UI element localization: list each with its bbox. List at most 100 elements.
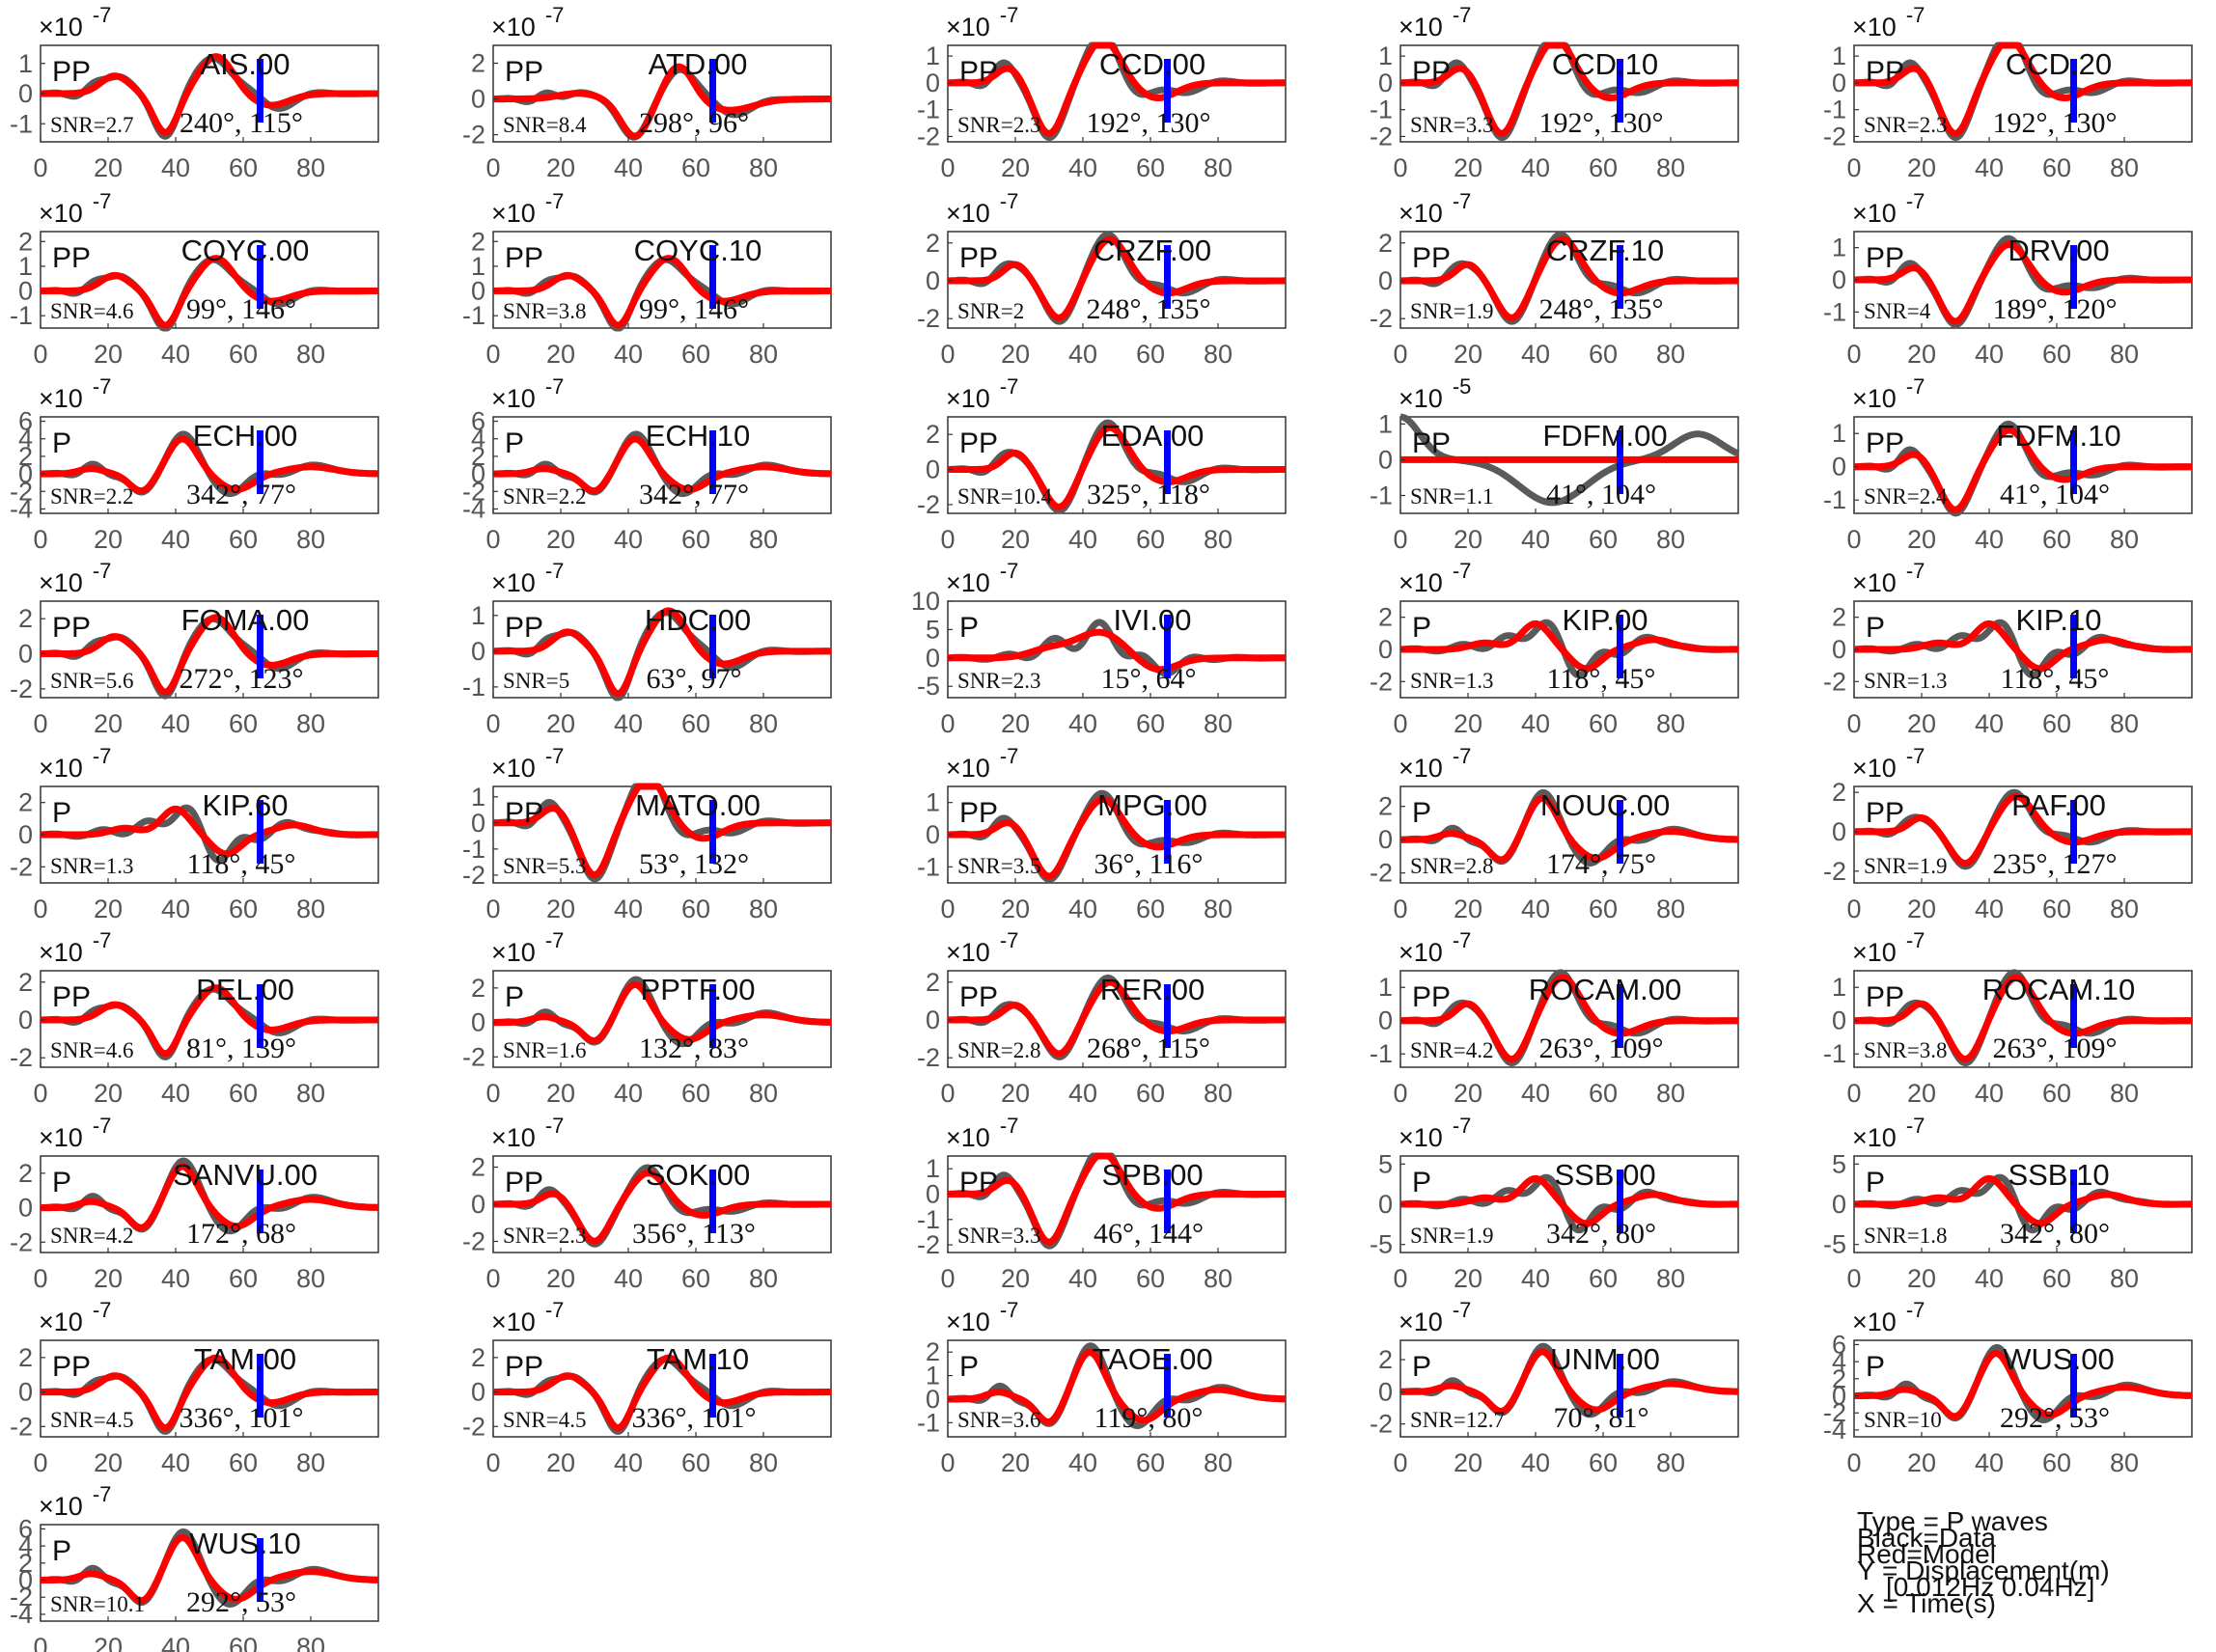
model-trace bbox=[39, 1163, 380, 1231]
x-tick-label: 0 bbox=[485, 1079, 500, 1108]
model-trace bbox=[1399, 974, 1740, 1063]
x-tick-label: 20 bbox=[1001, 709, 1030, 738]
x-tick-label: 0 bbox=[485, 525, 500, 554]
x-tick-label: 0 bbox=[940, 895, 955, 923]
x-tick-label: 20 bbox=[94, 340, 123, 369]
x-tick-label: 40 bbox=[1068, 340, 1097, 369]
x-tick-label: 0 bbox=[33, 1079, 47, 1108]
x-tick-label: 80 bbox=[1204, 895, 1233, 923]
x-tick-label: 20 bbox=[546, 895, 575, 923]
x-tick-label: 20 bbox=[1001, 895, 1030, 923]
phase-label: P bbox=[959, 1351, 979, 1383]
model-trace bbox=[491, 1170, 833, 1245]
y-tick-label: 2 bbox=[471, 974, 485, 1003]
x-tick-label: 60 bbox=[229, 1079, 258, 1108]
y-tick-label: 0 bbox=[471, 277, 485, 306]
x-tick-label: 0 bbox=[1846, 525, 1861, 554]
y-tick-label: 0 bbox=[471, 85, 485, 114]
azimuth-takeoff-label: 41°, 104° bbox=[2000, 479, 2110, 510]
x-tick-label: 80 bbox=[749, 1448, 778, 1477]
y-tick-label: -1 bbox=[462, 301, 485, 330]
y-exponent-label: ×10 -7 bbox=[491, 374, 564, 413]
snr-label: SNR=4.5 bbox=[503, 1408, 586, 1432]
x-tick-label: 20 bbox=[546, 153, 575, 182]
x-tick-label: 80 bbox=[1204, 1448, 1233, 1477]
phase-label: PP bbox=[505, 56, 543, 88]
y-tick-label: 0 bbox=[1832, 69, 1846, 97]
y-tick-label: 0 bbox=[1832, 1382, 1846, 1411]
phase-label: P bbox=[959, 612, 979, 644]
x-tick-label: 80 bbox=[296, 895, 325, 923]
station-label: UNM.00 bbox=[1550, 1342, 1660, 1376]
y-tick-label: 4 bbox=[18, 1531, 33, 1560]
y-tick-label: -2 bbox=[462, 1412, 485, 1441]
phase-label: PP bbox=[1412, 427, 1451, 459]
snr-label: SNR=2.3 bbox=[503, 1224, 586, 1248]
phase-label: PP bbox=[1866, 427, 1904, 459]
x-tick-label: 60 bbox=[681, 895, 710, 923]
phase-label: PP bbox=[505, 797, 543, 829]
y-tick-label: 2 bbox=[926, 229, 940, 258]
snr-label: SNR=2.4 bbox=[1864, 484, 1948, 509]
snr-label: SNR=3.8 bbox=[1864, 1038, 1947, 1062]
y-exponent-label: ×10 -7 bbox=[1852, 928, 1925, 967]
x-tick-label: 60 bbox=[2042, 709, 2071, 738]
snr-label: SNR=3.6 bbox=[957, 1408, 1040, 1432]
azimuth-takeoff-label: 268°, 115° bbox=[1087, 1032, 1210, 1064]
station-label: SANVU.00 bbox=[173, 1158, 318, 1192]
station-label: KIP.60 bbox=[202, 788, 288, 822]
y-exponent-label: ×10 -7 bbox=[39, 744, 111, 783]
y-tick-label: 2 bbox=[1378, 229, 1393, 258]
y-tick-label: -1 bbox=[462, 835, 485, 864]
phase-label: P bbox=[1412, 1167, 1431, 1198]
x-tick-label: 20 bbox=[1001, 1448, 1030, 1477]
azimuth-takeoff-label: 298°, 96° bbox=[639, 107, 749, 139]
snr-label: SNR=8.4 bbox=[503, 113, 587, 137]
y-tick-label: 1 bbox=[1378, 973, 1393, 1002]
station-label: ECH.10 bbox=[646, 419, 751, 453]
x-tick-label: 20 bbox=[1454, 709, 1482, 738]
x-tick-label: 80 bbox=[2110, 1079, 2139, 1108]
x-tick-label: 20 bbox=[1001, 1079, 1030, 1108]
model-trace bbox=[946, 628, 1288, 674]
y-tick-label: 0 bbox=[18, 1005, 33, 1034]
azimuth-takeoff-label: 263°, 109° bbox=[1539, 1032, 1664, 1064]
y-tick-label: -1 bbox=[1823, 485, 1846, 514]
model-trace bbox=[1852, 1350, 2194, 1420]
azimuth-takeoff-label: 272°, 123° bbox=[180, 663, 304, 695]
x-tick-label: 80 bbox=[1204, 153, 1233, 182]
y-tick-label: -2 bbox=[1370, 304, 1393, 333]
y-tick-label: -2 bbox=[917, 1230, 940, 1259]
azimuth-takeoff-label: 99°, 146° bbox=[639, 293, 749, 325]
x-tick-label: 80 bbox=[296, 1264, 325, 1293]
x-tick-label: 80 bbox=[2110, 895, 2139, 923]
x-tick-label: 60 bbox=[2042, 1448, 2071, 1477]
y-tick-label: 2 bbox=[18, 788, 33, 817]
azimuth-takeoff-label: 46°, 144° bbox=[1094, 1218, 1204, 1250]
y-exponent-label: ×10 -7 bbox=[1399, 3, 1471, 41]
y-tick-label: 6 bbox=[18, 1514, 33, 1543]
model-trace bbox=[491, 1354, 833, 1432]
y-tick-label: 1 bbox=[1378, 41, 1393, 70]
x-tick-label: 60 bbox=[681, 1448, 710, 1477]
x-tick-label: 0 bbox=[485, 340, 500, 369]
y-tick-label: 10 bbox=[911, 587, 940, 616]
y-tick-label: 2 bbox=[18, 604, 33, 633]
y-tick-label: 0 bbox=[926, 1005, 940, 1034]
y-tick-label: 2 bbox=[926, 1337, 940, 1366]
azimuth-takeoff-label: 240°, 115° bbox=[180, 107, 303, 139]
azimuth-takeoff-label: 192°, 130° bbox=[1087, 107, 1211, 139]
x-tick-label: 20 bbox=[94, 153, 123, 182]
y-exponent-label: ×10 -7 bbox=[39, 1114, 111, 1152]
snr-label: SNR=4.6 bbox=[50, 299, 133, 323]
phase-label: P bbox=[1412, 1351, 1431, 1383]
snr-label: SNR=5 bbox=[503, 669, 569, 693]
azimuth-takeoff-label: 174°, 75° bbox=[1546, 848, 1656, 880]
x-tick-label: 0 bbox=[1393, 1264, 1407, 1293]
